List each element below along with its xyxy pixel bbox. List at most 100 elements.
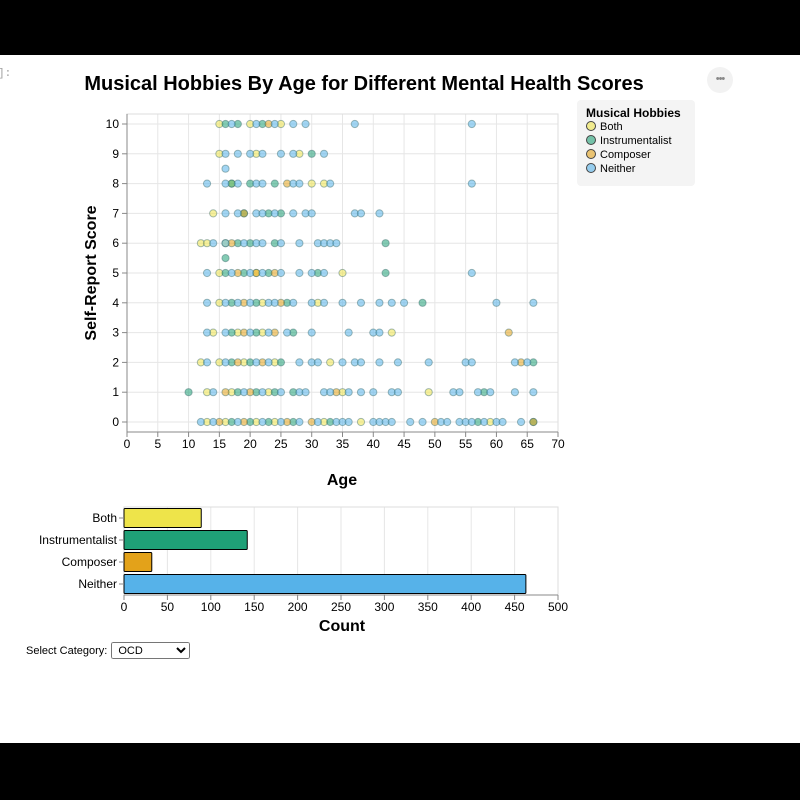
scatter-point-neither[interactable] (295, 417, 304, 427)
scatter-point-both[interactable] (356, 417, 366, 427)
scatter-point-instrumentalist[interactable] (381, 268, 390, 278)
scatter-point-neither[interactable] (221, 298, 230, 307)
scatter-point-neither[interactable] (196, 417, 205, 427)
scatter-point-neither[interactable] (282, 328, 292, 337)
scatter-point-instrumentalist[interactable] (184, 388, 193, 397)
scatter-point-neither[interactable] (418, 417, 427, 427)
scatter-point-instrumentalist[interactable] (276, 358, 286, 367)
scatter-point-neither[interactable] (252, 358, 261, 367)
scatter-point-neither[interactable] (344, 388, 353, 397)
scatter-point-neither[interactable] (375, 298, 384, 307)
scatter-point-instrumentalist[interactable] (307, 149, 316, 158)
scatter-point-neither[interactable] (289, 119, 298, 129)
scatter-point-instrumentalist[interactable] (381, 239, 390, 248)
scatter-point-neither[interactable] (221, 149, 230, 158)
scatter-point-neither[interactable] (326, 388, 335, 397)
scatter-point-neither[interactable] (393, 388, 403, 397)
scatter-point-neither[interactable] (375, 328, 384, 337)
scatter-point-neither[interactable] (202, 298, 212, 307)
scatter-point-neither[interactable] (246, 328, 255, 337)
scatter-point-neither[interactable] (510, 358, 520, 367)
scatter-point-neither[interactable] (221, 209, 230, 218)
scatter-point-neither[interactable] (467, 417, 476, 427)
scatter-point-neither[interactable] (233, 298, 242, 307)
scatter-point-neither[interactable] (270, 119, 279, 129)
scatter-point-neither[interactable] (338, 298, 347, 307)
scatter-point-neither[interactable] (258, 417, 267, 427)
scatter-point-neither[interactable] (202, 179, 212, 188)
scatter-point-neither[interactable] (529, 298, 538, 307)
scatter-point-neither[interactable] (258, 149, 267, 158)
scatter-point-neither[interactable] (209, 417, 218, 427)
scatter-point-neither[interactable] (209, 239, 218, 248)
scatter-point-neither[interactable] (387, 417, 396, 427)
scatter-point-neither[interactable] (406, 417, 415, 427)
scatter-point-neither[interactable] (221, 179, 230, 188)
scatter-point-neither[interactable] (295, 358, 304, 367)
scatter-point-both[interactable] (326, 358, 335, 367)
category-select[interactable]: OCD (111, 642, 191, 659)
scatter-point-both[interactable] (307, 179, 316, 188)
scatter-point-neither[interactable] (455, 388, 464, 397)
bar-instrumentalist[interactable] (123, 530, 248, 550)
scatter-point-neither[interactable] (289, 209, 298, 218)
scatter-point-neither[interactable] (276, 388, 286, 397)
scatter-point-neither[interactable] (486, 388, 495, 397)
scatter-point-neither[interactable] (319, 298, 329, 307)
scatter-point-neither[interactable] (356, 388, 366, 397)
scatter-point-neither[interactable] (467, 119, 476, 129)
scatter-point-neither[interactable] (480, 417, 489, 427)
scatter-point-neither[interactable] (258, 179, 267, 188)
scatter-point-composer[interactable] (529, 417, 538, 427)
scatter-point-neither[interactable] (356, 358, 366, 367)
scatter-point-neither[interactable] (313, 358, 322, 367)
scatter-point-neither[interactable] (239, 388, 249, 397)
scatter-point-neither[interactable] (467, 358, 476, 367)
scatter-point-neither[interactable] (221, 164, 230, 173)
scatter-point-neither[interactable] (221, 328, 230, 337)
scatter-point-neither[interactable] (350, 119, 359, 129)
scatter-point-neither[interactable] (295, 179, 304, 188)
scatter-point-instrumentalist[interactable] (221, 254, 230, 263)
scatter-point-neither[interactable] (523, 358, 532, 367)
scatter-point-neither[interactable] (202, 268, 212, 278)
legend[interactable]: Musical Hobbies Both Instrumentalist Compo… (577, 100, 695, 186)
scatter-point-neither[interactable] (473, 388, 483, 397)
scatter-point-neither[interactable] (276, 149, 286, 158)
scatter-point-both[interactable] (387, 328, 396, 337)
scatter-point-neither[interactable] (246, 298, 255, 307)
scatter-point-neither[interactable] (467, 179, 476, 188)
scatter-point-neither[interactable] (258, 209, 267, 218)
scatter-point-neither[interactable] (295, 268, 304, 278)
scatter-point-neither[interactable] (301, 388, 310, 397)
scatter-point-neither[interactable] (399, 298, 409, 307)
scatter-point-neither[interactable] (264, 358, 273, 367)
scatter-point-neither[interactable] (289, 149, 298, 158)
scatter-point-neither[interactable] (264, 328, 273, 337)
scatter-point-neither[interactable] (498, 417, 507, 427)
scatter-point-neither[interactable] (233, 149, 242, 158)
scatter-point-neither[interactable] (246, 149, 255, 158)
scatter-point-neither[interactable] (221, 358, 230, 367)
scatter-point-neither[interactable] (326, 179, 335, 188)
scatter-point-neither[interactable] (375, 209, 384, 218)
scatter-point-neither[interactable] (307, 298, 316, 307)
scatter-point-neither[interactable] (227, 268, 236, 278)
scatter-point-neither[interactable] (246, 268, 255, 278)
scatter-point-neither[interactable] (233, 179, 242, 188)
scatter-point-neither[interactable] (227, 119, 236, 129)
scatter-point-neither[interactable] (492, 298, 501, 307)
scatter-point-neither[interactable] (344, 328, 353, 337)
scatter-point-composer[interactable] (504, 328, 513, 337)
scatter-point-neither[interactable] (258, 239, 267, 248)
bar-neither[interactable] (123, 574, 527, 594)
scatter-point-instrumentalist[interactable] (270, 179, 279, 188)
bar-composer[interactable] (123, 552, 153, 572)
scatter-point-neither[interactable] (313, 417, 322, 427)
scatter-point-neither[interactable] (356, 298, 366, 307)
scatter-point-both[interactable] (209, 209, 218, 218)
scatter-point-neither[interactable] (209, 388, 218, 397)
scatter-point-neither[interactable] (276, 239, 286, 248)
scatter-point-composer[interactable] (233, 358, 242, 367)
scatter-point-both[interactable] (338, 268, 347, 278)
